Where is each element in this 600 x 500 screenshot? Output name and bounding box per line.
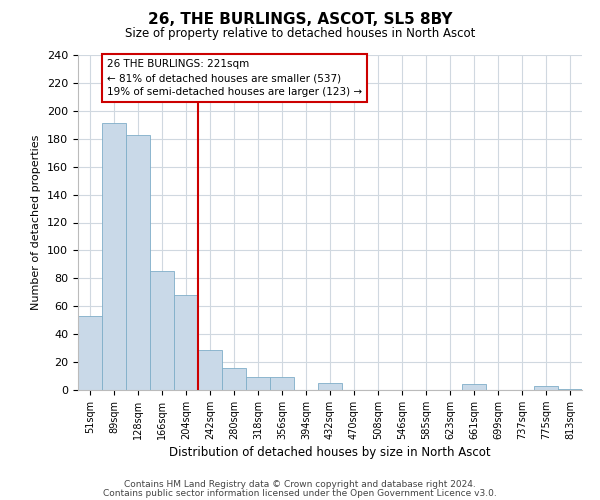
Bar bbox=[126, 134, 150, 390]
Text: 26 THE BURLINGS: 221sqm
← 81% of detached houses are smaller (537)
19% of semi-d: 26 THE BURLINGS: 221sqm ← 81% of detache… bbox=[107, 59, 362, 97]
Bar bbox=[102, 124, 126, 390]
X-axis label: Distribution of detached houses by size in North Ascot: Distribution of detached houses by size … bbox=[169, 446, 491, 459]
Bar bbox=[78, 316, 102, 390]
Bar bbox=[270, 378, 294, 390]
Bar bbox=[246, 378, 270, 390]
Y-axis label: Number of detached properties: Number of detached properties bbox=[31, 135, 41, 310]
Bar bbox=[174, 295, 198, 390]
Text: Size of property relative to detached houses in North Ascot: Size of property relative to detached ho… bbox=[125, 28, 475, 40]
Text: Contains public sector information licensed under the Open Government Licence v3: Contains public sector information licen… bbox=[103, 488, 497, 498]
Bar bbox=[558, 388, 582, 390]
Text: 26, THE BURLINGS, ASCOT, SL5 8BY: 26, THE BURLINGS, ASCOT, SL5 8BY bbox=[148, 12, 452, 28]
Bar bbox=[462, 384, 486, 390]
Bar bbox=[222, 368, 246, 390]
Bar bbox=[534, 386, 558, 390]
Bar bbox=[318, 383, 342, 390]
Text: Contains HM Land Registry data © Crown copyright and database right 2024.: Contains HM Land Registry data © Crown c… bbox=[124, 480, 476, 489]
Bar bbox=[150, 272, 174, 390]
Bar bbox=[198, 350, 222, 390]
